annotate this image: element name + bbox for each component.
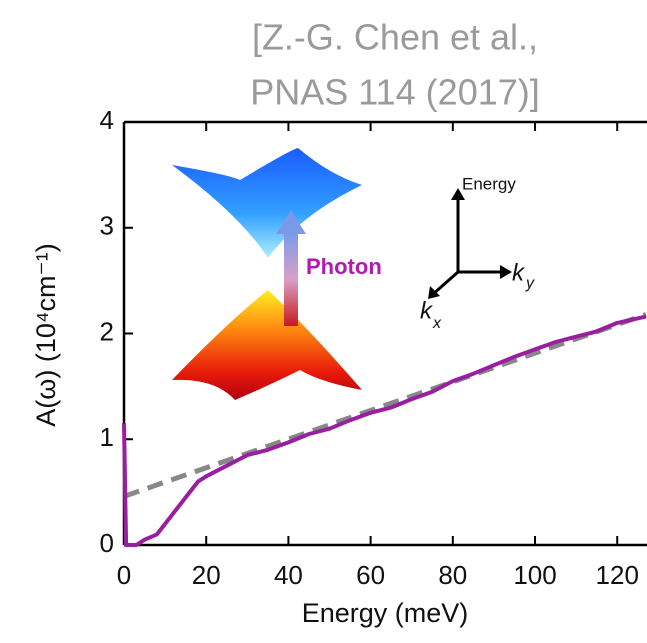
x-tick-label: 80 [438,560,467,590]
x-axis-label: Energy (meV) [302,598,469,628]
inset: Photon Energy k y k x [172,148,535,400]
x-tick-label: 20 [192,560,221,590]
kx-label: k [420,297,434,324]
y-tick-label: 0 [100,528,114,558]
energy-label: Energy [462,174,516,193]
valence-band [172,290,362,400]
citation: [Z.-G. Chen et al., [252,17,538,58]
x-tick-label: 60 [356,560,385,590]
x-tick-label: 40 [274,560,303,590]
fit-line [123,312,647,499]
ky-sub: y [525,275,535,292]
x-tick-label: 100 [513,560,556,590]
kx-sub: x [432,315,442,332]
ky-label: k [512,259,526,286]
y-tick-label: 1 [100,422,114,452]
y-tick-label: 4 [100,105,114,135]
photon-label: Photon [306,254,382,279]
data-line [122,314,647,547]
x-tick-label: 0 [117,560,131,590]
x-tick-label: 120 [596,560,639,590]
photon-arrow-head [276,210,306,234]
photon-arrow [284,232,298,326]
y-tick-label: 2 [100,316,114,346]
citation: PNAS 114 (2017)] [250,72,540,113]
k-axis-heads [428,188,512,299]
y-tick-label: 3 [100,211,114,241]
conduction-band [172,148,362,258]
k-axes [431,195,505,297]
y-axis-label: A(ω) (10⁴cm⁻¹) [31,243,61,426]
